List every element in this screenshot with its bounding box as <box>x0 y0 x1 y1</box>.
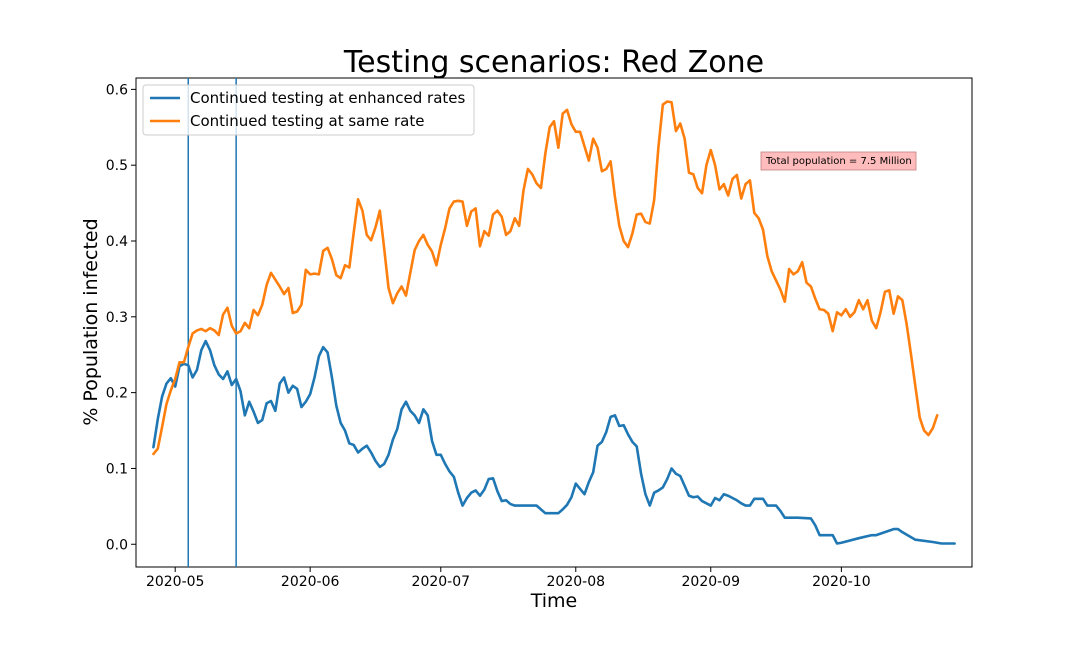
y-tick-label: 0.6 <box>106 82 128 98</box>
legend-box <box>142 84 475 136</box>
vertical-markers <box>187 78 237 567</box>
annotation-box <box>760 151 917 171</box>
x-tick-label: 2020-07 <box>412 574 471 590</box>
y-tick-label: 0.1 <box>106 461 128 477</box>
y-tick-label: 0.2 <box>106 386 128 402</box>
x-tick-label: 2020-08 <box>547 574 606 590</box>
y-tick-label: 0.4 <box>106 234 128 250</box>
x-tick-label: 2020-10 <box>812 574 871 590</box>
x-axis-label: Time <box>530 590 578 612</box>
legend-label-enhanced: Continued testing at enhanced rates <box>190 89 466 107</box>
y-axis: 0.0 0.1 0.2 0.3 0.4 0.5 0.6 <box>106 82 136 553</box>
x-axis: 2020-05 2020-06 2020-07 2020-08 2020-09 2020-… <box>146 567 871 590</box>
legend: Continued testing at enhanced rates Cont… <box>142 84 475 136</box>
series-line-enhanced <box>152 339 956 545</box>
x-tick-label: 2020-06 <box>281 574 340 590</box>
plot-area <box>135 77 973 568</box>
x-tick-label: 2020-05 <box>146 574 205 590</box>
chart-title: Testing scenarios: Red Zone <box>343 45 764 80</box>
series-lines <box>152 100 956 545</box>
legend-label-same-rate: Continued testing at same rate <box>190 112 424 130</box>
annotation-text: Total population = 7.5 Million <box>765 156 912 167</box>
y-tick-label: 0.3 <box>106 310 128 326</box>
y-axis-label: % Population infected <box>80 218 102 425</box>
series-line-same-rate <box>152 100 939 456</box>
x-tick-label: 2020-09 <box>682 574 741 590</box>
y-tick-label: 0.5 <box>106 158 128 174</box>
y-tick-label: 0.0 <box>106 537 128 553</box>
plot-frame <box>135 77 973 568</box>
population-annotation: Total population = 7.5 Million <box>760 151 917 171</box>
